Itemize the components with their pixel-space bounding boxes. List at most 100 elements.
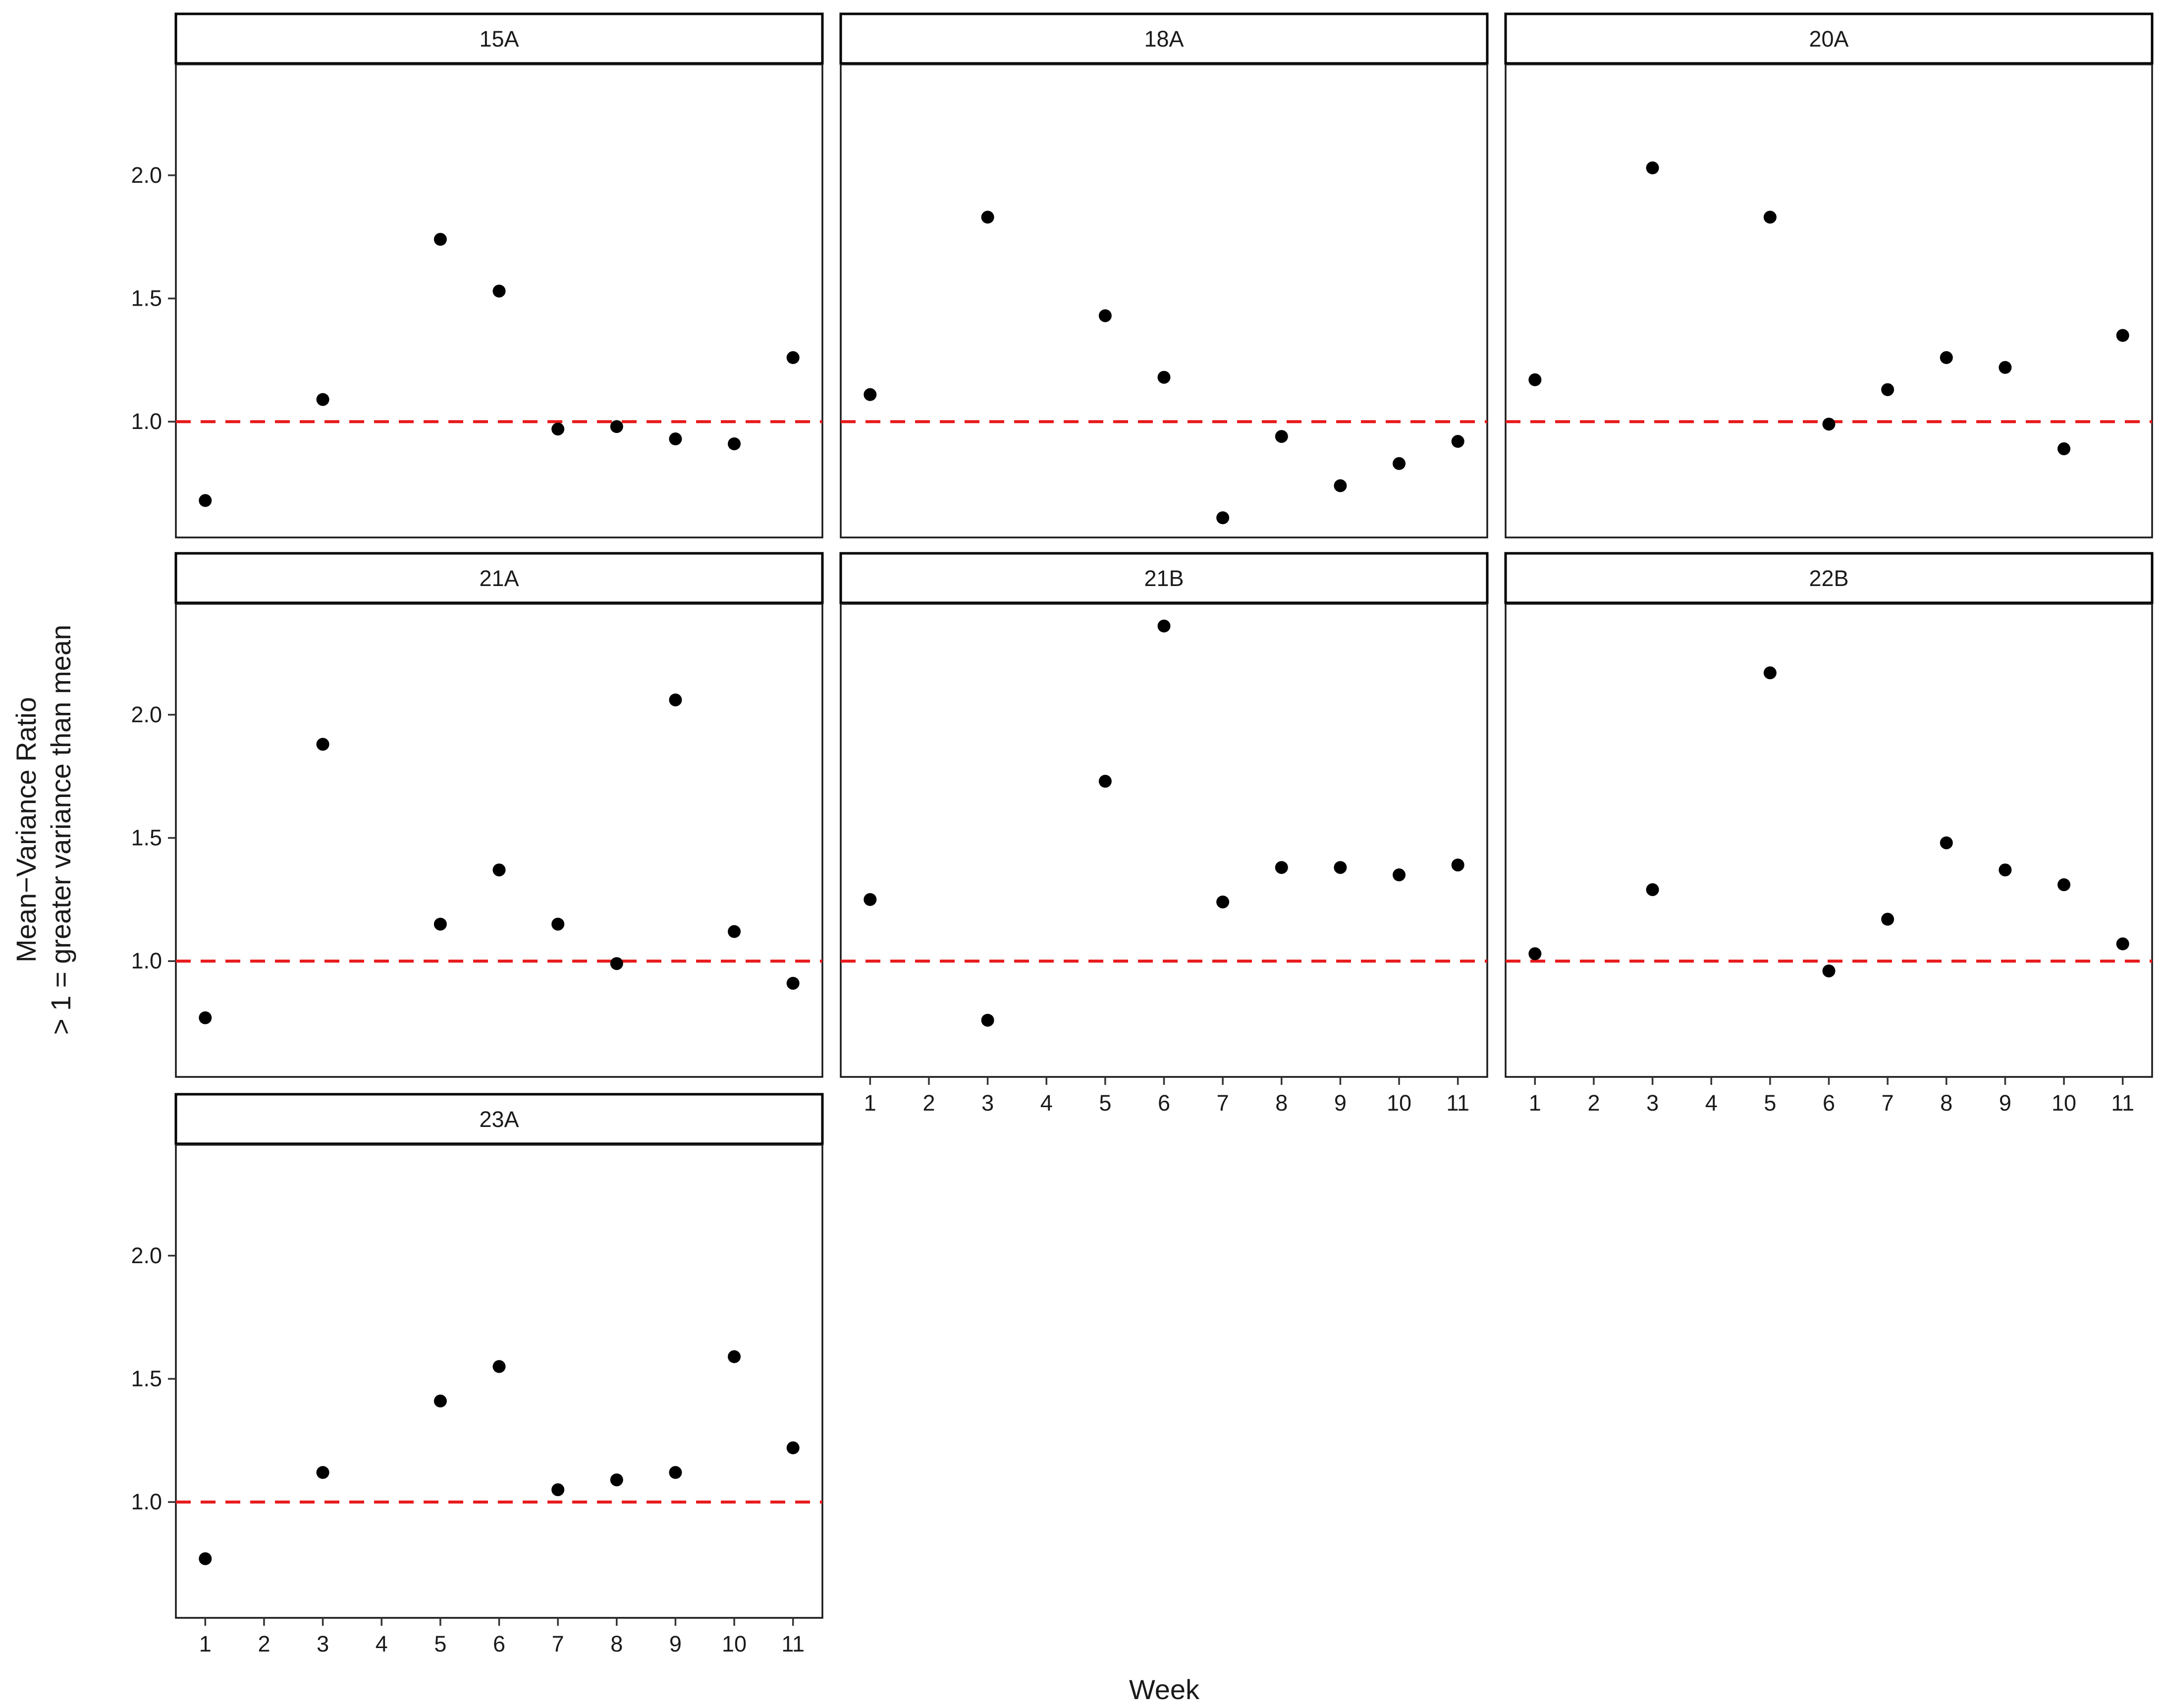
- panel-22b-x-tick-label: 7: [1882, 1090, 1894, 1116]
- panel-18a-plot-border: [840, 63, 1488, 538]
- panel-23a-x-tick-label: 6: [493, 1631, 505, 1656]
- panel-15a-point-week-6: [492, 284, 506, 298]
- panel-22b-plot-border: [1505, 603, 2153, 1078]
- panel-21b: 21B 1 2 3 4 5 6 7 8 9 10 11: [839, 552, 1489, 1116]
- panel-18a-point-week-10: [1393, 457, 1406, 470]
- panel-21b-x-tick-label: 1: [864, 1090, 876, 1116]
- panel-20a-plot-border: [1505, 63, 2153, 538]
- panel-23a-point-week-6: [492, 1360, 506, 1373]
- panel-23a-strip-label: 23A: [479, 1107, 519, 1132]
- panel-18a-strip-label: 18A: [1144, 26, 1184, 52]
- y-axis-title-line-2: > 1 = greater variance than mean: [45, 625, 76, 1035]
- panel-23a-x-tick-label: 7: [552, 1631, 564, 1656]
- panel-15a-y-tick-label: 1.0: [131, 409, 162, 434]
- panel-20a-strip: [1504, 12, 2154, 65]
- panel-22b-point-week-10: [2057, 878, 2071, 892]
- panel-23a: 23A 1.0 1.5 2.0 1 2 3 4 5 6 7 8 9 10 11: [131, 1093, 824, 1656]
- panel-22b-x-tick-label: 3: [1646, 1090, 1659, 1116]
- panel-21a-point-week-7: [551, 917, 565, 931]
- panel-22b-strip: [1504, 552, 2154, 604]
- panel-21b-x-tick-label: 5: [1099, 1090, 1111, 1116]
- panel-15a-y-tick-label: 2.0: [131, 162, 162, 188]
- panel-15a-point-week-9: [669, 432, 682, 446]
- panel-23a-y-tick-label: 1.5: [131, 1366, 162, 1391]
- panel-21b-x-tick-label: 2: [922, 1090, 935, 1116]
- panel-21a-strip-label: 21A: [479, 566, 519, 591]
- panel-18a: 18A: [839, 12, 1489, 538]
- panel-22b-x-tick-label: 8: [1940, 1090, 1952, 1116]
- panel-18a-point-week-3: [981, 211, 994, 224]
- panel-21a: 21A 1.0 1.5 2.0: [131, 552, 824, 1078]
- panel-20a-point-week-11: [2116, 329, 2129, 342]
- panel-21b-x-tick-label: 6: [1158, 1090, 1170, 1116]
- panel-21a-plot-border: [175, 603, 823, 1078]
- panel-21a-y-tick-label: 1.5: [131, 825, 162, 851]
- panel-15a-strip: [174, 12, 824, 65]
- panel-21a-point-week-8: [610, 957, 623, 970]
- panel-23a-x-tick-label: 9: [669, 1631, 682, 1656]
- panel-23a-point-week-5: [433, 1394, 447, 1408]
- panel-23a-point-week-8: [610, 1473, 623, 1487]
- panel-21b-x-tick-label: 8: [1275, 1090, 1288, 1116]
- panel-23a-point-week-1: [199, 1552, 212, 1565]
- panel-21b-plot-border: [840, 603, 1488, 1078]
- panel-21b-x-tick-label: 11: [1446, 1090, 1469, 1116]
- panel-22b-x-tick-label: 9: [1999, 1090, 2011, 1116]
- panel-15a-point-week-11: [786, 351, 800, 364]
- panel-23a-x-tick-label: 11: [781, 1631, 805, 1656]
- panel-21a-point-week-1: [199, 1011, 212, 1024]
- panel-21b-point-week-10: [1393, 868, 1406, 882]
- panel-18a-point-week-6: [1157, 371, 1171, 384]
- panel-21b-point-week-3: [981, 1014, 994, 1027]
- panel-22b-x-tick-label: 11: [2111, 1090, 2134, 1116]
- panel-23a-y-tick-label: 1.0: [131, 1489, 162, 1514]
- panel-22b-x-tick-label: 4: [1705, 1090, 1718, 1116]
- panel-15a-point-week-10: [728, 437, 741, 450]
- panel-20a-strip-label: 20A: [1809, 26, 1848, 52]
- panel-18a-point-week-8: [1275, 430, 1288, 443]
- panel-21b-point-week-11: [1451, 858, 1464, 872]
- panel-21b-point-week-9: [1334, 861, 1347, 874]
- panel-22b-point-week-9: [1999, 863, 2012, 877]
- panel-21b-point-week-8: [1275, 861, 1288, 874]
- panel-20a: 20A: [1504, 12, 2154, 538]
- panel-20a-point-week-7: [1881, 383, 1894, 396]
- panel-21b-point-week-5: [1098, 775, 1112, 788]
- panel-21b-strip: [839, 552, 1489, 604]
- panel-20a-point-week-10: [2057, 442, 2071, 455]
- panel-23a-x-tick-label: 1: [199, 1631, 212, 1656]
- panel-15a-point-week-8: [610, 420, 623, 433]
- panel-23a-point-week-7: [551, 1483, 565, 1496]
- panel-23a-y-tick-label: 2.0: [131, 1243, 162, 1268]
- panel-22b-x-tick-label: 5: [1764, 1090, 1776, 1116]
- panel-15a-y-tick-label: 1.5: [131, 286, 162, 311]
- panel-15a-point-week-1: [199, 494, 212, 507]
- panel-22b-strip-label: 22B: [1809, 566, 1848, 591]
- panel-21b-strip-label: 21B: [1144, 566, 1184, 591]
- panel-21a-y-tick-label: 2.0: [131, 702, 162, 727]
- panel-23a-x-tick-label: 3: [317, 1631, 329, 1656]
- panels-layer: 15A 1.0 1.5 2.0 18A 20A 21A 1.0 1.5 2.0 21B 1 2 3 4 5 6 7…: [131, 12, 2154, 1656]
- panel-22b-x-tick-label: 1: [1529, 1090, 1541, 1116]
- panel-21a-point-week-11: [786, 976, 800, 990]
- panel-23a-strip: [174, 1093, 824, 1145]
- panel-22b: 22B 1 2 3 4 5 6 7 8 9 10 11: [1504, 552, 2154, 1116]
- panel-18a-point-week-5: [1098, 309, 1112, 322]
- panel-21a-point-week-9: [669, 693, 682, 706]
- panel-20a-point-week-9: [1999, 361, 2012, 374]
- panel-22b-point-week-3: [1646, 883, 1659, 896]
- panel-23a-point-week-11: [786, 1441, 800, 1454]
- panel-22b-point-week-5: [1763, 666, 1777, 680]
- panel-18a-point-week-9: [1334, 479, 1347, 492]
- panel-22b-x-tick-label: 10: [2052, 1090, 2076, 1116]
- panel-23a-plot-border: [175, 1144, 823, 1619]
- panel-23a-x-tick-label: 5: [434, 1631, 446, 1656]
- y-axis-title-line-1: Mean−Variance Ratio: [10, 697, 42, 962]
- panel-22b-x-tick-label: 6: [1823, 1090, 1835, 1116]
- panel-21b-x-tick-label: 10: [1387, 1090, 1411, 1116]
- panel-21b-point-week-1: [864, 893, 877, 906]
- panel-21b-x-tick-label: 4: [1040, 1090, 1053, 1116]
- panel-18a-point-week-7: [1216, 511, 1230, 525]
- panel-23a-point-week-9: [669, 1466, 682, 1479]
- panel-21a-point-week-10: [728, 925, 741, 938]
